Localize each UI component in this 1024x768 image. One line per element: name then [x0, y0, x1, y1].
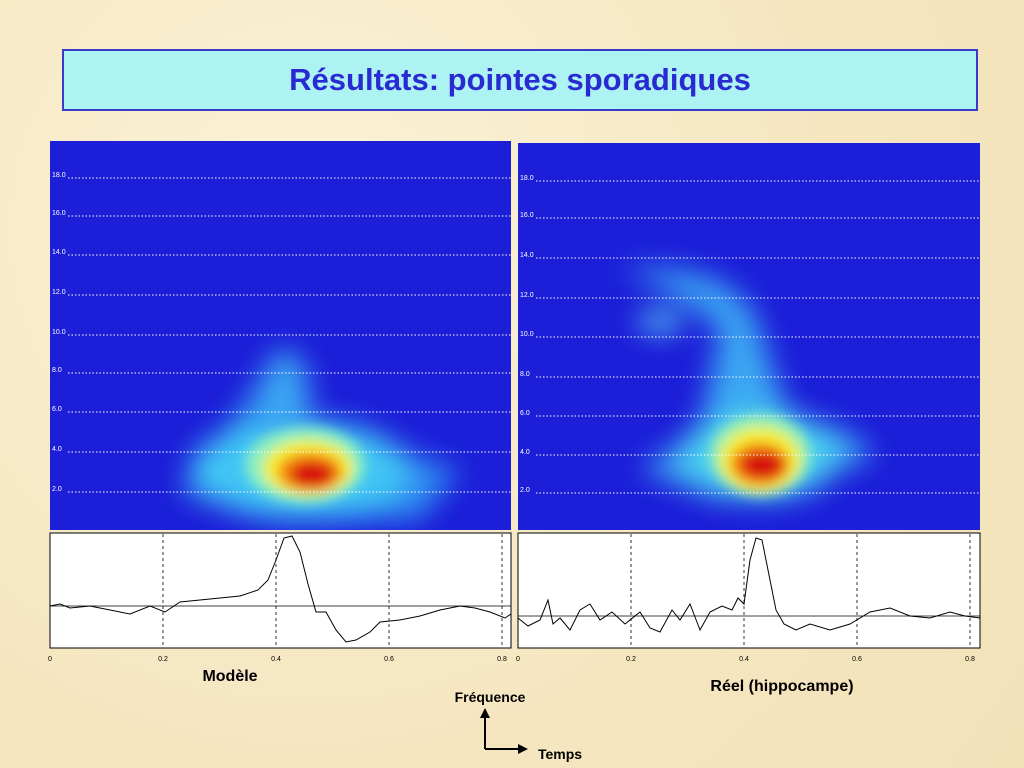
y-tick-label: 14.0	[52, 249, 66, 256]
title: Résultats: pointes sporadiques	[289, 62, 751, 97]
x-tick-label: 0.8	[965, 656, 975, 663]
x-tick-label: 0	[516, 656, 520, 663]
arrow-head	[480, 708, 490, 718]
x-tick-label: 0.6	[852, 656, 862, 663]
trace-panel	[49, 532, 512, 649]
y-tick-label: 18.0	[52, 172, 66, 179]
y-tick-label: 10.0	[520, 331, 534, 338]
y-tick-label: 16.0	[52, 210, 66, 217]
y-tick-label: 18.0	[520, 175, 534, 182]
y-tick-label: 10.0	[52, 329, 66, 336]
trace-panel	[517, 532, 981, 649]
axes-arrows	[484, 716, 520, 750]
x-tick-label: 0	[48, 656, 52, 663]
y-tick-label: 6.0	[520, 410, 530, 417]
x-tick-label: 0.2	[626, 656, 636, 663]
y-tick-label: 4.0	[52, 446, 62, 453]
x-tick-label: 0.2	[158, 656, 168, 663]
title-box: Résultats: pointes sporadiques	[62, 49, 978, 111]
y-tick-label: 2.0	[52, 486, 62, 493]
y-axis-label: Fréquence	[455, 689, 526, 705]
x-tick-label: 0.6	[384, 656, 394, 663]
caption: Modèle	[202, 668, 257, 685]
x-axis-label: Temps	[538, 746, 582, 762]
y-tick-label: 2.0	[520, 487, 530, 494]
caption: Réel (hippocampe)	[710, 678, 853, 695]
y-tick-label: 4.0	[520, 449, 530, 456]
y-tick-label: 14.0	[520, 252, 534, 259]
arrow-head	[518, 744, 528, 754]
y-tick-label: 12.0	[52, 289, 66, 296]
y-tick-label: 6.0	[52, 406, 62, 413]
y-tick-label: 8.0	[52, 367, 62, 374]
trace	[49, 535, 512, 643]
y-tick-label: 8.0	[520, 371, 530, 378]
spectrogram-blobs	[180, 350, 460, 520]
y-tick-label: 16.0	[520, 212, 534, 219]
x-tick-label: 0.4	[271, 656, 281, 663]
x-tick-label: 0.4	[739, 656, 749, 663]
y-tick-label: 12.0	[520, 292, 534, 299]
x-tick-label: 0.8	[497, 656, 507, 663]
